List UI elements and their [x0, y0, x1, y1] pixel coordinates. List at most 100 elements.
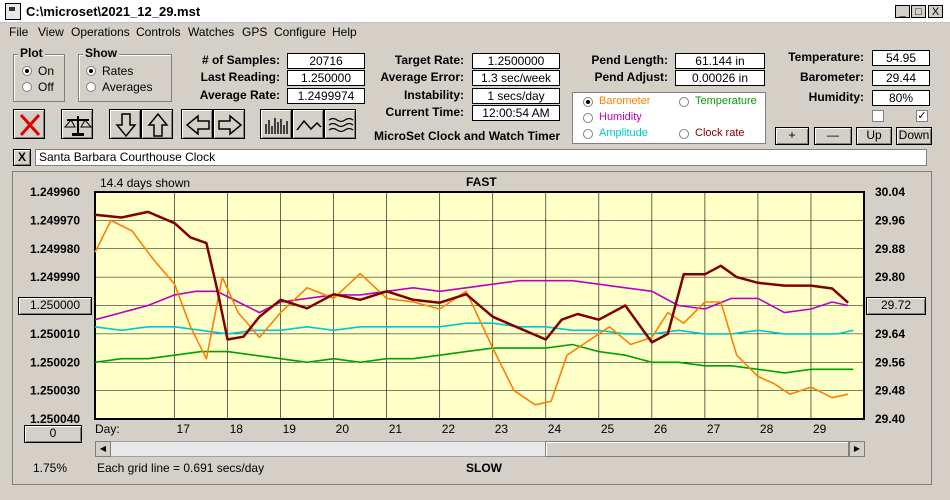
average-rate-label: Average Rate: — [199, 88, 280, 102]
histogram-view-button[interactable] — [260, 109, 292, 139]
x-tick-label: 22 — [442, 422, 456, 436]
menu-bar: File View Operations Controls Watches GP… — [0, 22, 950, 42]
menu-view[interactable]: View — [38, 25, 64, 39]
clock-name-field[interactable]: Santa Barbara Courthouse Clock — [35, 149, 927, 166]
barometer-radio[interactable] — [583, 97, 593, 107]
right-center-button[interactable]: 29.72 — [866, 297, 926, 315]
instability-value: 1 secs/day — [472, 88, 560, 104]
app-caption: MicroSet Clock and Watch Timer — [374, 129, 561, 143]
plot-on-radio[interactable] — [22, 66, 32, 76]
last-reading-value: 1.250000 — [287, 70, 365, 86]
menu-file[interactable]: File — [9, 25, 29, 39]
last-reading-label: Last Reading: — [200, 70, 280, 84]
line-view-button[interactable] — [292, 109, 324, 139]
show-averages-radio[interactable] — [86, 82, 96, 92]
option-checkbox-2[interactable]: ✓ — [916, 110, 928, 122]
barometer-label: Barometer: — [799, 70, 864, 84]
menu-configure[interactable]: Configure — [274, 25, 327, 39]
arrow-right-icon — [218, 114, 243, 136]
show-averages-label[interactable]: Averages — [102, 80, 153, 94]
plot-off-radio[interactable] — [22, 82, 32, 92]
x-tick-label: 28 — [760, 422, 774, 436]
scroll-down-button[interactable] — [109, 109, 141, 139]
clock-rate-option[interactable]: Clock rate — [695, 127, 745, 139]
x-tick-label: 21 — [389, 422, 403, 436]
left-tick-label: 1.249960 — [30, 185, 80, 199]
x-tick-label: 24 — [548, 422, 562, 436]
histogram-icon — [265, 118, 288, 134]
pend-length-label: Pend Length: — [591, 53, 668, 67]
option-checkbox-1[interactable] — [872, 110, 884, 122]
left-tick-label: 1.250020 — [30, 355, 80, 369]
right-tick-label: 29.88 — [875, 242, 905, 256]
x-tick-label: 25 — [601, 422, 615, 436]
series-line-amplitude — [94, 322, 854, 335]
menu-controls[interactable]: Controls — [136, 25, 181, 39]
stop-button[interactable] — [13, 109, 45, 139]
app-icon[interactable] — [5, 3, 21, 20]
scrollbar-thumb[interactable] — [545, 441, 849, 457]
menu-gps[interactable]: GPS — [242, 25, 268, 39]
humidity-option[interactable]: Humidity — [599, 111, 642, 123]
wave-view-button[interactable] — [324, 109, 356, 139]
barometer-option[interactable]: Barometer — [599, 95, 651, 107]
maximize-button[interactable]: □ — [911, 5, 926, 18]
show-rates-radio[interactable] — [86, 66, 96, 76]
plus-button[interactable]: + — [775, 127, 809, 145]
minimize-button[interactable]: _ — [895, 5, 910, 18]
series-line-barometer — [94, 219, 849, 406]
minus-button[interactable]: — — [814, 127, 852, 145]
title-bar: C:\microset\2021_12_29.mst _ □ X — [0, 0, 950, 23]
plot-off-label[interactable]: Off — [38, 80, 54, 94]
right-tick-label: 29.40 — [875, 412, 905, 426]
scroll-up-button[interactable] — [141, 109, 173, 139]
amplitude-radio[interactable] — [583, 129, 593, 139]
left-tick-label: 1.250010 — [30, 327, 80, 341]
up-button[interactable]: Up — [856, 127, 892, 145]
barometer-value: 29.44 — [872, 70, 930, 86]
show-group — [78, 54, 172, 102]
series-line-temperature — [94, 343, 854, 374]
menu-help[interactable]: Help — [332, 25, 357, 39]
down-button[interactable]: Down — [896, 127, 932, 145]
grid-note: Each grid line = 0.691 secs/day — [97, 461, 265, 475]
menu-watches[interactable]: Watches — [188, 25, 235, 39]
show-rates-label[interactable]: Rates — [102, 64, 134, 78]
temperature-label: Temperature: — [788, 50, 864, 64]
x-tick-label: 17 — [177, 422, 191, 436]
balance-scale-icon — [63, 116, 93, 136]
clock-rate-radio[interactable] — [679, 129, 689, 139]
scroll-right-button[interactable] — [213, 109, 245, 139]
humidity-value: 80% — [872, 90, 930, 106]
current-time-label: Current Time: — [385, 105, 464, 119]
series-line-clock-rate — [94, 210, 849, 344]
target-rate-value: 1.2500000 — [472, 53, 560, 69]
average-rate-value: 1.2499974 — [287, 88, 365, 104]
right-tick-label: 29.56 — [875, 355, 905, 369]
balance-button[interactable] — [61, 109, 93, 139]
left-tick-label: 1.250040 — [30, 412, 80, 426]
average-error-label: Average Error: — [380, 70, 464, 84]
days-shown-label: 14.4 days shown — [100, 176, 191, 190]
right-tick-label: 29.64 — [875, 327, 905, 341]
reset-button[interactable]: 0 — [24, 425, 82, 443]
right-tick-label: 30.04 — [875, 185, 905, 199]
clear-clock-button[interactable]: X — [13, 149, 31, 166]
right-tick-label: 29.48 — [875, 384, 905, 398]
arrow-up-icon — [147, 112, 169, 137]
scroll-left-button[interactable] — [181, 109, 213, 139]
humidity-radio[interactable] — [583, 113, 593, 123]
right-tick-label: 29.96 — [875, 213, 905, 227]
window-title: C:\microset\2021_12_29.mst — [26, 4, 201, 19]
left-center-button[interactable]: 1.250000 — [18, 297, 92, 315]
right-tick-label: 29.80 — [875, 270, 905, 284]
menu-operations[interactable]: Operations — [71, 25, 130, 39]
temperature-radio[interactable] — [679, 97, 689, 107]
amplitude-option[interactable]: Amplitude — [599, 127, 648, 139]
plot-on-label[interactable]: On — [38, 64, 55, 78]
humidity-label: Humidity: — [808, 90, 864, 104]
scroll-left-arrow[interactable]: ◀ — [95, 441, 111, 457]
temperature-option[interactable]: Temperature — [695, 95, 757, 107]
scroll-right-arrow[interactable]: ▶ — [849, 441, 865, 457]
close-window-button[interactable]: X — [928, 5, 943, 18]
